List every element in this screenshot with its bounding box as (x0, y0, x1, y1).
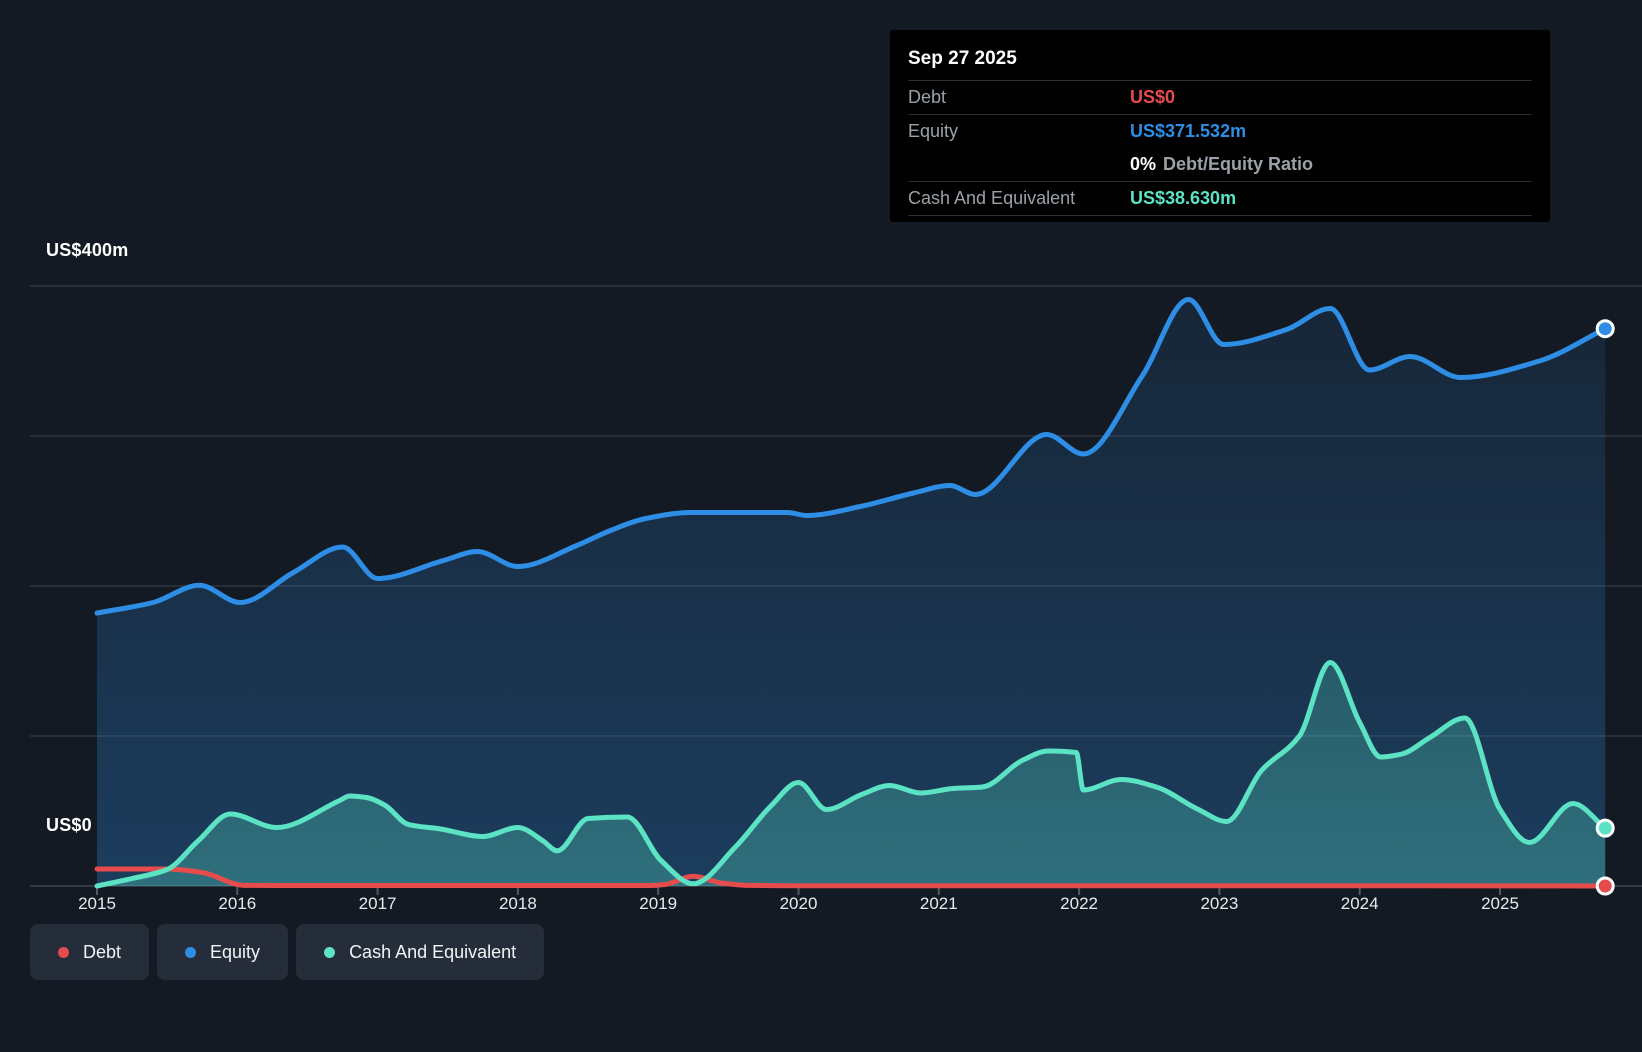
tooltip-row-cash: Cash And Equivalent US$38.630m (908, 182, 1532, 215)
tooltip-date: Sep 27 2025 (908, 48, 1017, 69)
legend-item-label: Cash And Equivalent (349, 941, 517, 962)
tooltip-separator (908, 181, 1532, 182)
equity-line (94, 297, 1608, 616)
tooltip-separator (908, 80, 1532, 81)
tooltip: Sep 27 2025 Debt US$0 Equity US$371.532m 0% D… (890, 30, 1550, 222)
equity-area (97, 299, 1606, 886)
tooltip-row-debt-equity-ratio: 0% Debt/Equity Ratio (908, 148, 1532, 181)
legend-item-cash[interactable]: Cash And Equivalent (296, 924, 545, 980)
endpoint-dot-equity (1595, 319, 1615, 339)
tooltip-row-label: Equity (908, 121, 959, 141)
legend-item-label: Debt (83, 941, 122, 962)
endpoint-dot-debt (1595, 876, 1615, 896)
tooltip-row-label: Debt (908, 87, 947, 107)
cash-area (97, 662, 1606, 886)
x-axis-label-2025: 2025 (1481, 894, 1519, 913)
tooltip-row-value: US$371.532m (1130, 121, 1247, 141)
legend-item-debt[interactable]: Debt (30, 924, 150, 980)
x-axis-label-2022: 2022 (1060, 894, 1098, 913)
tooltip-row-debt: Debt US$0 (908, 81, 1532, 114)
x-axis-label-2019: 2019 (639, 894, 678, 913)
x-axis-label-2015: 2015 (78, 894, 116, 913)
cash-legend-dot-icon (324, 946, 336, 958)
tooltip-row-label: Cash And Equivalent (908, 188, 1076, 208)
debt-line (94, 866, 1608, 889)
x-axis-label-2024: 2024 (1340, 894, 1379, 913)
tooltip-row-equity: Equity US$371.532m (908, 115, 1532, 148)
debt-legend-dot-icon (58, 946, 69, 958)
tooltip-row-value: US$38.630m (1130, 188, 1237, 208)
debt-equity-ratio: 0% Debt/Equity Ratio (1130, 154, 1314, 174)
endpoint-dot-cash (1595, 818, 1615, 838)
x-axis-label-2016: 2016 (218, 894, 257, 913)
x-axis-label-2018: 2018 (498, 894, 537, 913)
tooltip-separator (908, 215, 1532, 216)
y-axis-label-0: US$0 (46, 815, 92, 835)
y-axis-label-400m: US$400m (46, 240, 129, 260)
cash-line (94, 660, 1608, 889)
tooltip-separator (908, 114, 1532, 115)
x-axis-label-2021: 2021 (919, 894, 958, 913)
x-axis-label-2017: 2017 (358, 894, 397, 913)
equity-legend-dot-icon (185, 946, 197, 958)
tooltip-row-value: US$0 (1130, 87, 1176, 107)
x-axis-label-2023: 2023 (1200, 894, 1239, 913)
legend: Debt Equity Cash And Equivalent (30, 924, 545, 980)
legend-item-label: Equity (210, 941, 261, 962)
legend-item-equity[interactable]: Equity (157, 924, 289, 980)
x-axis-label-2020: 2020 (779, 894, 818, 913)
